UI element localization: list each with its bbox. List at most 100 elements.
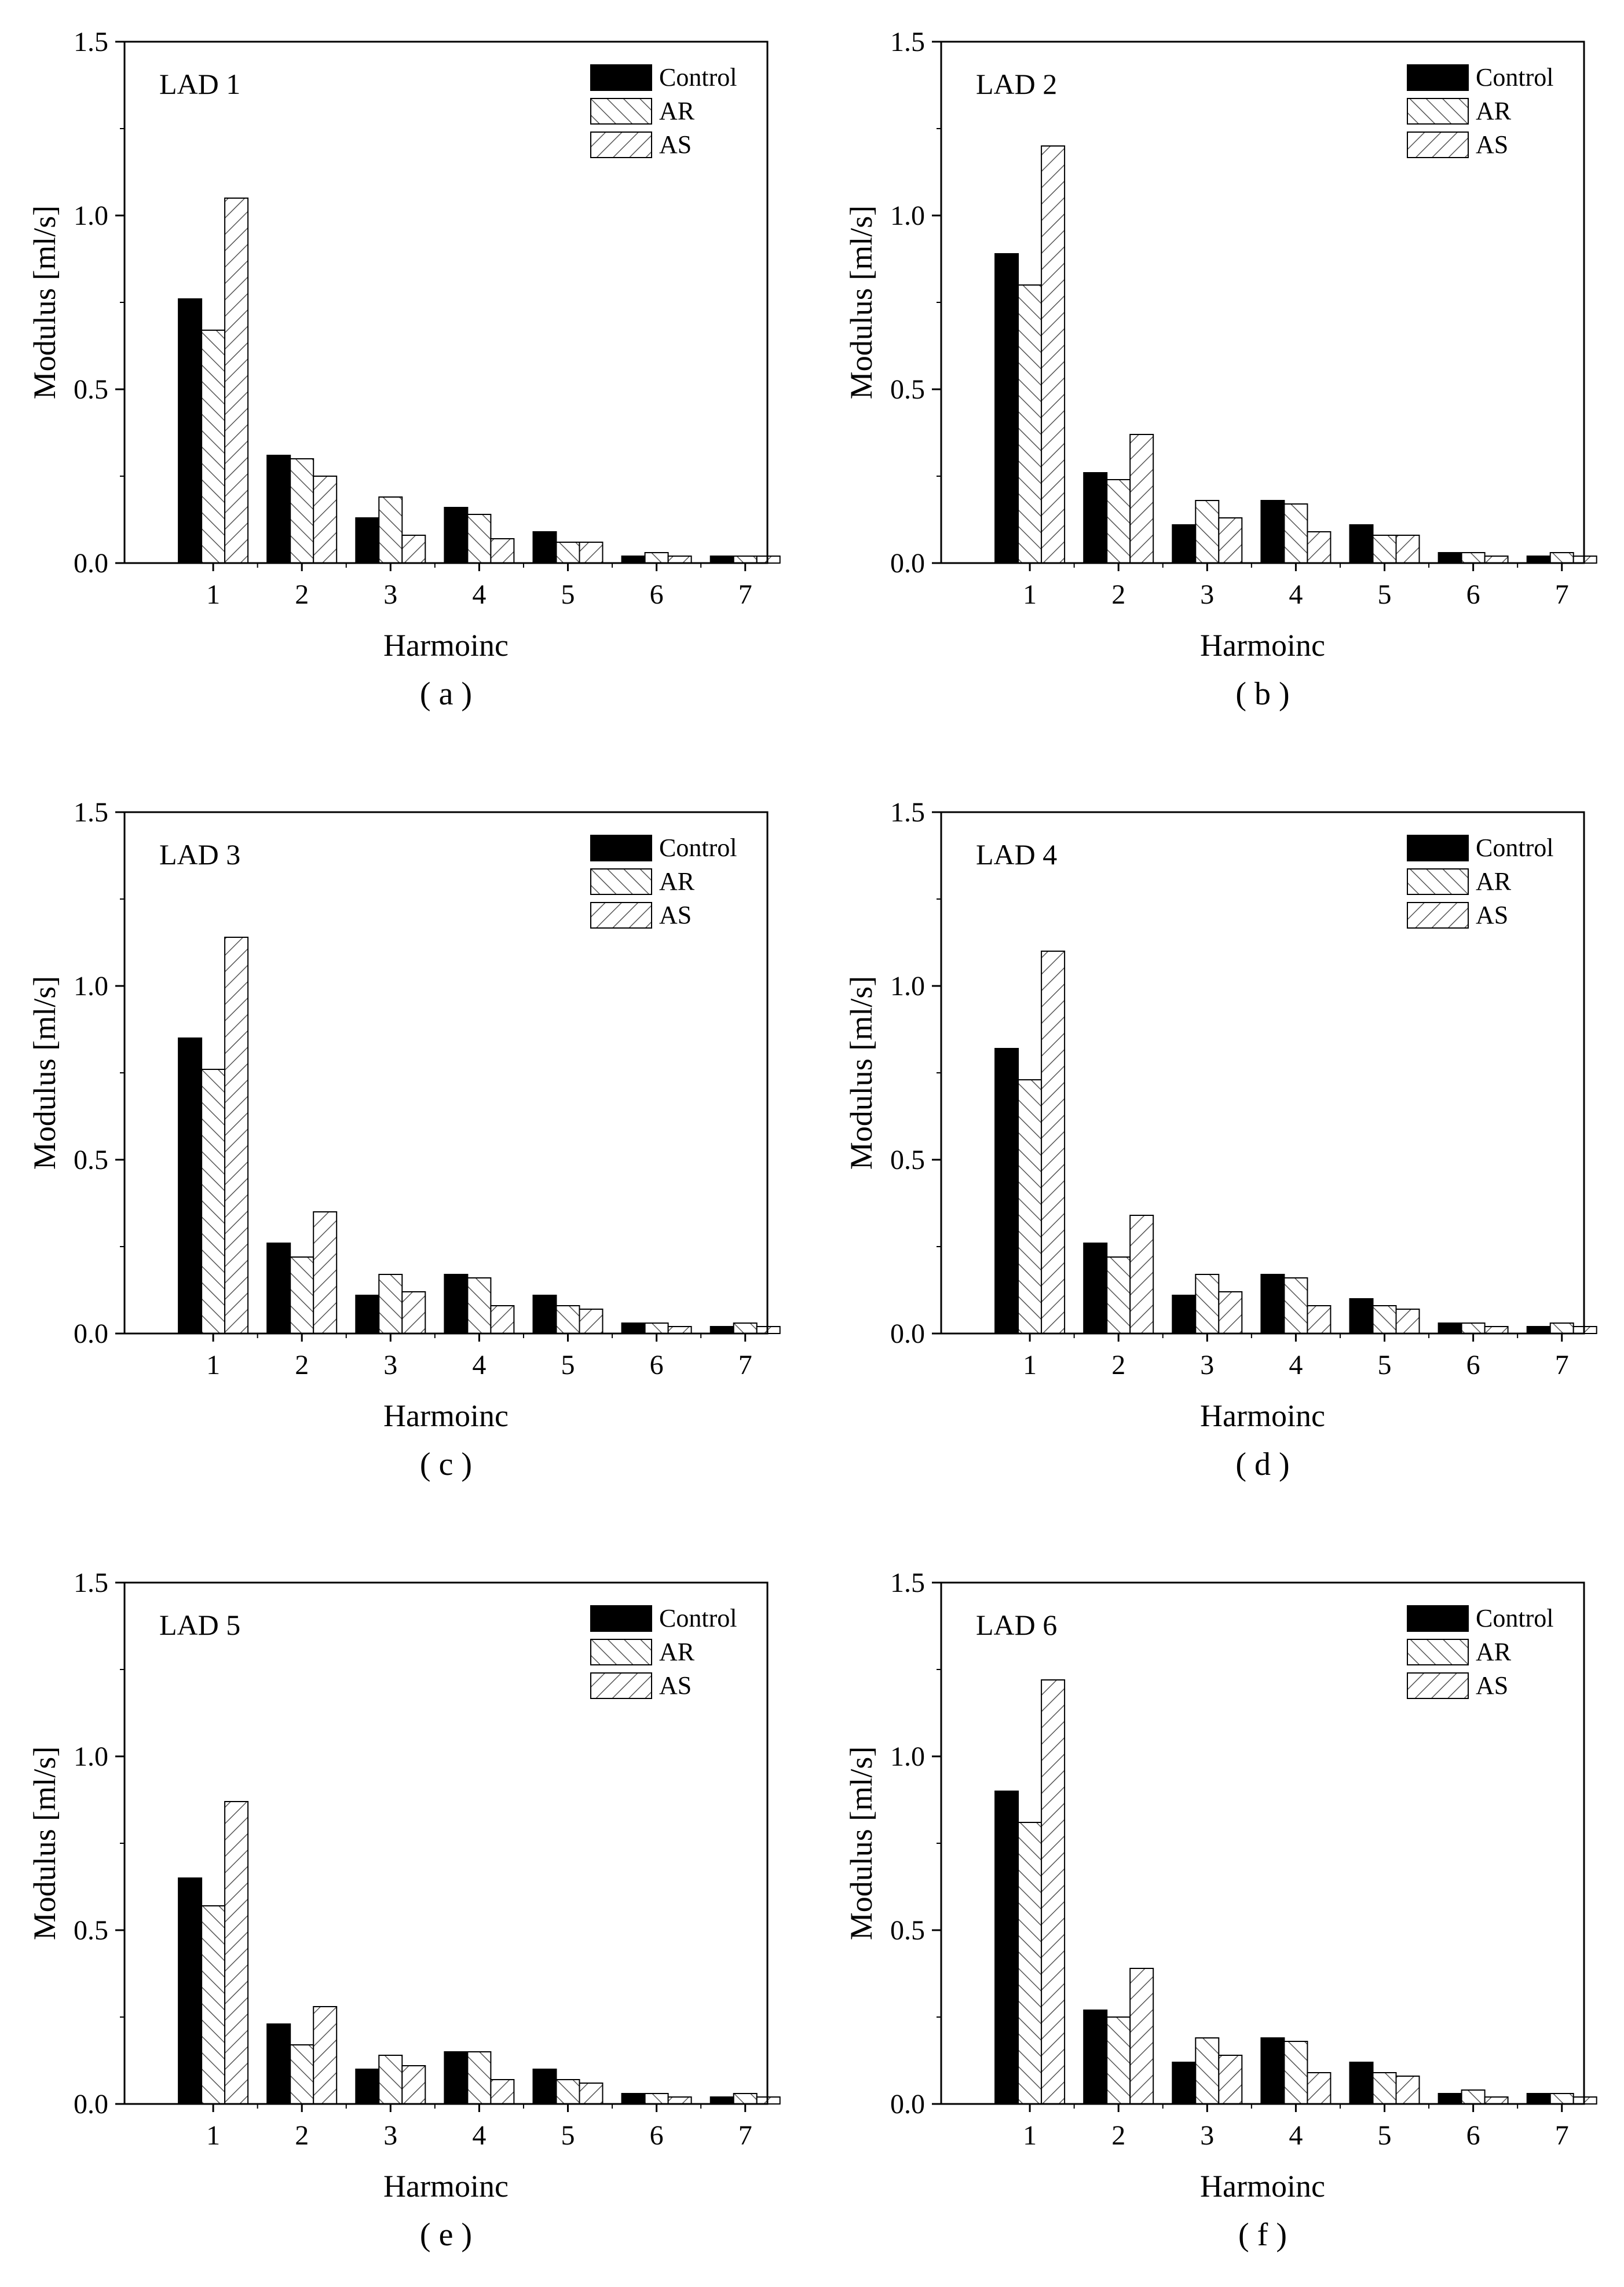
bar-control-h3 <box>355 1295 380 1334</box>
bar-ar-h3 <box>378 496 403 564</box>
x-tick-label: 5 <box>1378 579 1392 610</box>
bar-as-h4 <box>490 1305 515 1334</box>
legend-label-control: Control <box>1476 63 1553 92</box>
chart-title: LAD 5 <box>159 1609 240 1641</box>
bar-control-h5 <box>1349 1298 1374 1334</box>
bar-control-h4 <box>1260 500 1285 564</box>
chart-panel-1: 1 2 3 4 5 6 7 0.0 0.5 1.0 1.5 LAD 1 Control AR AS Harmo… <box>27 27 781 712</box>
x-tick-label: 2 <box>295 2120 309 2151</box>
bar-ar-h7 <box>1549 1322 1574 1334</box>
bar-ar-h1 <box>1018 284 1043 564</box>
x-tick-label: 7 <box>738 1350 752 1380</box>
bar-ar-h5 <box>1372 2072 1397 2105</box>
bar-control-h5 <box>1349 2062 1374 2105</box>
bar-as-h1 <box>1041 145 1066 564</box>
legend-label-ar: AR <box>659 1638 695 1666</box>
bar-ar-h7 <box>1549 552 1574 564</box>
x-tick-label: 5 <box>561 2120 575 2151</box>
chart-panel-6: 1 2 3 4 5 6 7 0.0 0.5 1.0 1.5 LAD 6 Control AR AS Harmo… <box>844 1568 1597 2253</box>
y-tick-label: 0.5 <box>74 1915 108 1946</box>
bar-ar-h2 <box>290 2044 314 2105</box>
chart-title: LAD 2 <box>976 68 1057 100</box>
bar-ar-h5 <box>555 542 580 564</box>
panel-caption: ( d ) <box>1235 1446 1289 1482</box>
panels: 1 2 3 4 5 6 7 0.0 0.5 1.0 1.5 LAD 1 Control AR AS Harmo… <box>27 27 1597 2253</box>
bar-ar-h3 <box>1195 2037 1220 2105</box>
chart-title: LAD 6 <box>976 1609 1057 1641</box>
x-tick-label: 7 <box>1555 579 1569 610</box>
bar-ar-h7 <box>733 1322 758 1334</box>
legend-swatch-as <box>590 1672 652 1699</box>
bar-as-h1 <box>1041 951 1066 1334</box>
y-tick-label: 1.0 <box>74 1741 108 1772</box>
bar-ar-h2 <box>1106 1256 1131 1334</box>
x-tick-label: 6 <box>650 579 664 610</box>
bar-control-h6 <box>621 556 646 564</box>
plot-frame <box>940 811 1585 1335</box>
y-axis-label: Modulus [ml/s] <box>27 206 62 400</box>
bar-control-h5 <box>1349 524 1374 564</box>
legend-swatch-ar <box>1407 1639 1469 1665</box>
legend: Control AR AS <box>1407 63 1553 159</box>
bar-control-h7 <box>1526 556 1551 564</box>
bar-ar-h1 <box>201 330 226 564</box>
bar-ar-h6 <box>1461 552 1486 564</box>
y-axis-label: Modulus [ml/s] <box>844 1747 879 1941</box>
y-tick-label: 0.5 <box>74 374 108 405</box>
y-tick-label: 0.0 <box>74 2089 108 2120</box>
bar-ar-h4 <box>467 2051 492 2105</box>
bar-control-h7 <box>709 1326 734 1334</box>
bar-control-h7 <box>1526 1326 1551 1334</box>
bar-ar-h1 <box>201 1905 226 2105</box>
x-axis-label: Harmoinc <box>1200 2169 1325 2204</box>
chart-title: LAD 3 <box>159 838 240 871</box>
x-axis-label: Harmoinc <box>1200 628 1325 663</box>
panel-caption: ( a ) <box>420 676 472 712</box>
legend-swatch-control <box>590 64 652 91</box>
bar-as-h4 <box>1307 1305 1332 1334</box>
bar-as-h3 <box>401 535 426 564</box>
bar-control-h4 <box>444 507 469 564</box>
bar-control-h4 <box>1260 2037 1285 2105</box>
bar-as-h2 <box>313 1211 338 1334</box>
bar-control-h2 <box>1083 2010 1108 2105</box>
chart-title: LAD 1 <box>159 68 240 100</box>
legend-swatch-control <box>1407 64 1469 91</box>
x-tick-label: 5 <box>1378 1350 1392 1380</box>
x-tick-label: 3 <box>1200 579 1214 610</box>
legend: Control AR AS <box>1407 1604 1553 1700</box>
x-tick-label: 4 <box>1289 579 1303 610</box>
y-axis-label: Modulus [ml/s] <box>27 976 62 1170</box>
bar-control-h7 <box>709 2096 734 2105</box>
x-tick-label: 4 <box>472 2120 486 2151</box>
legend-swatch-as <box>590 131 652 158</box>
panel-caption: ( b ) <box>1235 676 1289 712</box>
legend-label-as: AS <box>1476 901 1508 929</box>
bar-as-h1 <box>1041 1679 1066 2105</box>
legend-label-control: Control <box>1476 834 1553 862</box>
bar-ar-h1 <box>1018 1079 1043 1334</box>
bar-ar-h3 <box>1195 500 1220 564</box>
legend-label-as: AS <box>659 130 692 159</box>
bar-as-h2 <box>1129 434 1154 564</box>
y-tick-label: 1.5 <box>74 27 108 57</box>
plot-frame <box>940 1581 1585 2105</box>
plot-frame <box>123 1581 769 2105</box>
y-tick-label: 1.0 <box>890 1741 925 1772</box>
legend-label-as: AS <box>1476 1671 1508 1700</box>
bar-control-h6 <box>621 1322 646 1334</box>
x-tick-label: 1 <box>206 1350 220 1380</box>
x-tick-label: 7 <box>1555 1350 1569 1380</box>
bar-ar-h7 <box>733 556 758 564</box>
bar-ar-h5 <box>1372 535 1397 564</box>
bar-as-h3 <box>1218 2055 1243 2105</box>
bar-ar-h3 <box>378 2055 403 2105</box>
x-tick-label: 2 <box>295 1350 309 1380</box>
bar-as-h4 <box>1307 2072 1332 2105</box>
bar-ar-h5 <box>1372 1305 1397 1334</box>
bar-as-h7 <box>1572 556 1597 564</box>
x-tick-label: 6 <box>650 2120 664 2151</box>
bar-ar-h6 <box>1461 1322 1486 1334</box>
x-tick-label: 3 <box>383 2120 397 2151</box>
